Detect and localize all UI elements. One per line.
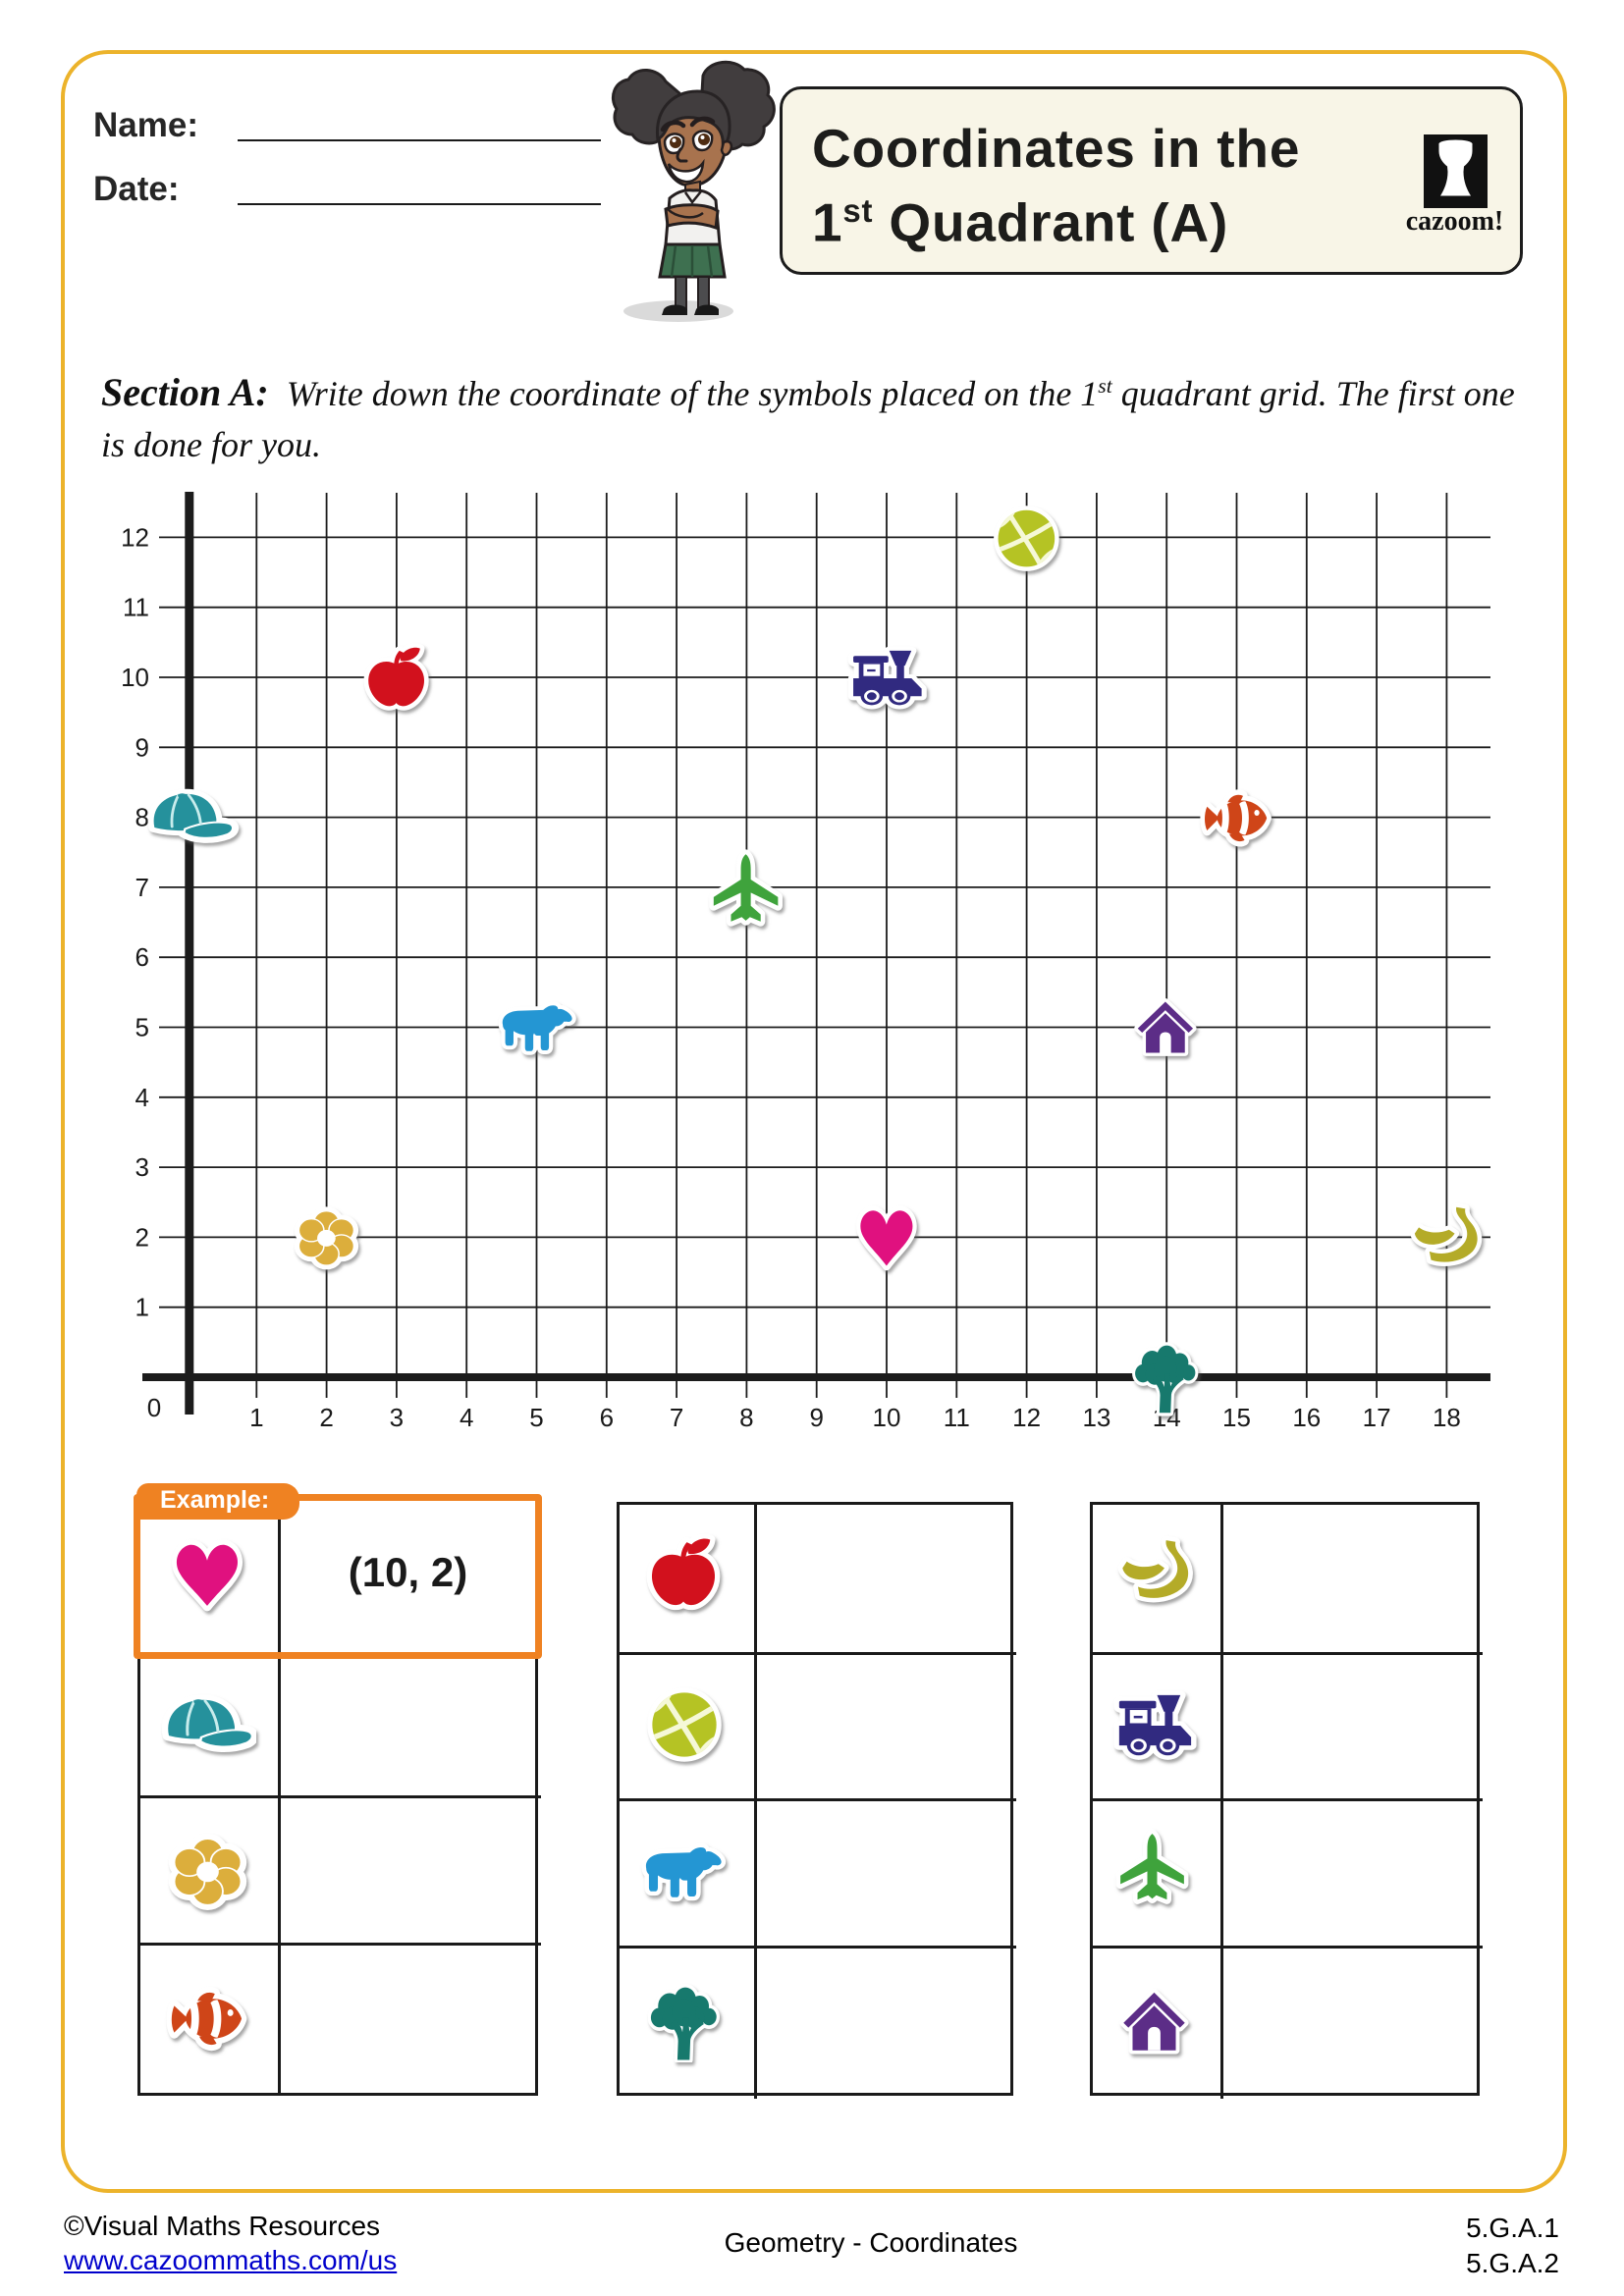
- svg-text:12: 12: [121, 522, 149, 552]
- svg-text:17: 17: [1363, 1403, 1391, 1432]
- svg-text:10: 10: [121, 663, 149, 692]
- svg-text:0: 0: [147, 1393, 161, 1422]
- svg-text:12: 12: [1012, 1403, 1041, 1432]
- svg-text:7: 7: [135, 873, 149, 902]
- svg-text:1: 1: [135, 1293, 149, 1322]
- svg-text:1: 1: [249, 1403, 263, 1432]
- svg-text:6: 6: [600, 1403, 614, 1432]
- svg-text:13: 13: [1082, 1403, 1110, 1432]
- svg-text:8: 8: [739, 1403, 753, 1432]
- svg-text:9: 9: [135, 732, 149, 762]
- svg-text:8: 8: [135, 803, 149, 832]
- svg-text:11: 11: [123, 593, 149, 622]
- svg-text:3: 3: [135, 1152, 149, 1182]
- svg-text:2: 2: [319, 1403, 333, 1432]
- svg-text:2: 2: [135, 1222, 149, 1252]
- svg-text:15: 15: [1222, 1403, 1251, 1432]
- svg-text:7: 7: [670, 1403, 683, 1432]
- svg-text:3: 3: [390, 1403, 404, 1432]
- svg-text:5: 5: [529, 1403, 543, 1432]
- svg-text:5: 5: [135, 1013, 149, 1042]
- svg-text:9: 9: [809, 1403, 823, 1432]
- svg-text:18: 18: [1433, 1403, 1461, 1432]
- svg-text:10: 10: [873, 1403, 901, 1432]
- svg-text:11: 11: [944, 1403, 970, 1432]
- svg-text:4: 4: [460, 1403, 473, 1432]
- svg-text:6: 6: [135, 942, 149, 972]
- svg-text:4: 4: [135, 1083, 149, 1112]
- svg-text:16: 16: [1292, 1403, 1321, 1432]
